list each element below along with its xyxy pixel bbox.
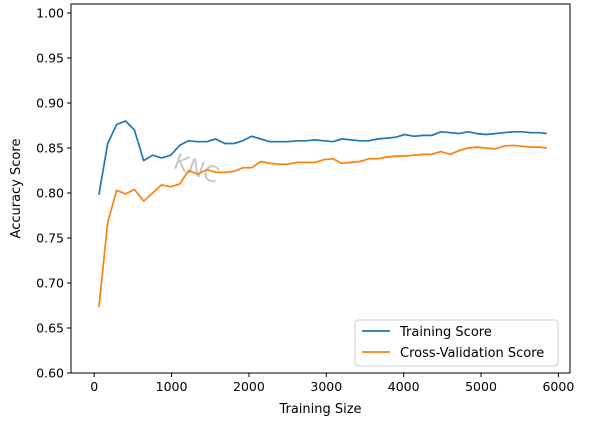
y-tick-label: 0.85 [36,141,64,156]
training-score-line [98,120,547,195]
x-tick-label: 2000 [233,379,265,394]
y-axis-label: Accuracy Score [9,139,24,239]
y-tick-label: 0.80 [36,186,64,201]
x-tick-label: 1000 [156,379,188,394]
x-tick-label: 0 [90,379,98,394]
x-tick-label: 5000 [465,379,497,394]
x-tick-label: 4000 [388,379,420,394]
cv-score-line [98,144,547,308]
legend: Training Score Cross-Validation Score [354,319,559,367]
y-tick-label: 0.70 [36,276,64,291]
x-axis-label: Training Size [278,402,361,417]
y-tick-label: 0.95 [36,51,64,66]
plot-frame [70,3,571,374]
y-tick-label: 0.60 [36,366,64,381]
legend-label-cv: Cross-Validation Score [400,346,544,361]
y-tick-label: 0.90 [36,96,64,111]
legend-label-training: Training Score [399,325,492,340]
x-tick-label: 6000 [542,379,574,394]
x-tick-label: 3000 [310,379,342,394]
watermark: KNC [170,150,222,189]
y-tick-label: 0.65 [36,321,64,336]
y-tick-label: 0.75 [36,231,64,246]
legend-box [354,319,559,367]
y-tick-label: 1.00 [36,6,64,21]
